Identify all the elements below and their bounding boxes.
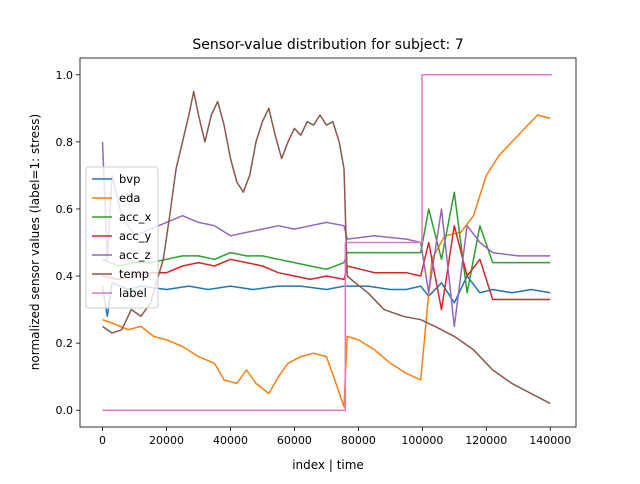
legend-label: eda bbox=[119, 191, 140, 205]
series-line-acc-x bbox=[102, 191, 551, 294]
y-tick-label: 0.4 bbox=[56, 270, 74, 283]
y-axis-label: normalized sensor values (label=1: stres… bbox=[28, 114, 42, 370]
x-tick-label: 80000 bbox=[341, 434, 376, 447]
x-axis-label: index | time bbox=[292, 458, 364, 472]
y-tick-label: 0.2 bbox=[56, 337, 74, 350]
x-axis: 0 20000 40000 60000 80000 100000 120000 140000 bbox=[99, 427, 571, 447]
x-tick-label: 20000 bbox=[149, 434, 184, 447]
x-tick-label: 140000 bbox=[529, 434, 571, 447]
series-line-temp bbox=[102, 90, 551, 405]
series-line-eda bbox=[102, 114, 551, 408]
y-tick-label: 0.8 bbox=[56, 136, 74, 149]
x-tick-label: 0 bbox=[99, 434, 106, 447]
legend-label: label bbox=[119, 286, 147, 300]
plot-area-frame bbox=[79, 57, 577, 428]
y-axis: 0.0 0.2 0.4 0.6 0.8 1.0 bbox=[56, 69, 80, 417]
series-line-label bbox=[102, 74, 552, 411]
x-tick-label: 120000 bbox=[465, 434, 507, 447]
legend-box bbox=[85, 166, 159, 309]
series-line-acc-y bbox=[102, 224, 551, 311]
x-tick-label: 40000 bbox=[213, 434, 248, 447]
x-tick-label: 60000 bbox=[277, 434, 312, 447]
legend-label: acc_y bbox=[119, 229, 151, 243]
legend-label: bvp bbox=[119, 172, 140, 186]
x-tick-label: 100000 bbox=[401, 434, 443, 447]
y-tick-label: 0.0 bbox=[56, 404, 74, 417]
legend-label: temp bbox=[119, 267, 149, 281]
chart-title: Sensor-value distribution for subject: 7 bbox=[192, 37, 463, 53]
y-tick-label: 1.0 bbox=[56, 69, 74, 82]
legend-label: acc_z bbox=[119, 248, 150, 262]
legend-label: acc_x bbox=[119, 210, 151, 224]
y-tick-label: 0.6 bbox=[56, 203, 74, 216]
